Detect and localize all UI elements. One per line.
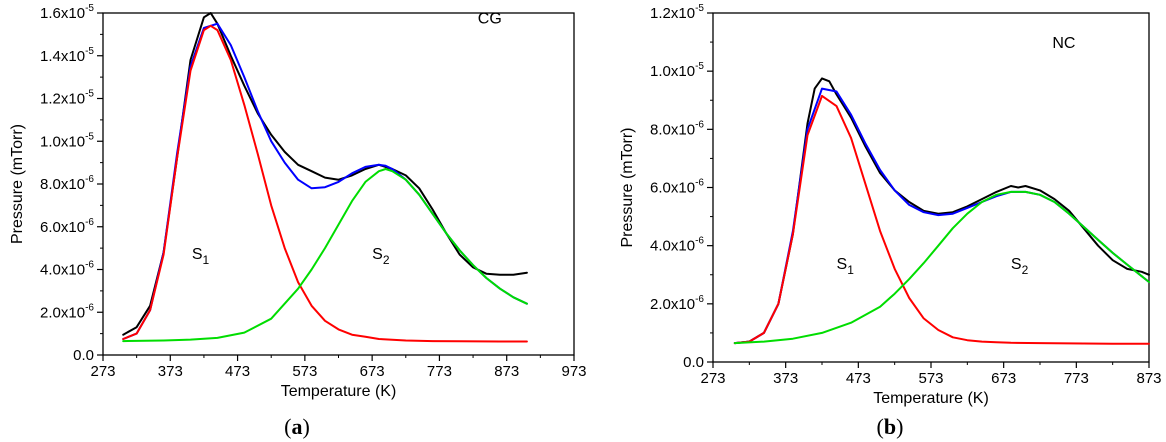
peak-s1-line [733, 94, 1150, 345]
x-tick-label: 573 [918, 370, 943, 387]
x-tick-label: 873 [494, 363, 519, 380]
peak-s1-line [122, 24, 528, 343]
x-tick-label: 973 [561, 363, 586, 380]
chart-panel-a: 273 373 473 573 673 773 873 973 0.0 2.0x10-6 4.0x1… [9, 3, 587, 439]
y-tick-label: 6.0x10-6 [650, 178, 704, 197]
x-tick-label: 273 [700, 370, 725, 387]
y-tick-label: 8.0x10-6 [40, 174, 94, 193]
peak-s2-line [733, 190, 1150, 345]
peak-label: S1 [837, 256, 855, 277]
peak-s2-line [122, 168, 528, 343]
x-tick-label: 273 [90, 363, 115, 380]
y-tick-label: 6.0x10-6 [40, 217, 94, 236]
chart-panel-b: 273 373 473 573 673 773 873 0.0 2.0x10-6 4.0x10-6… [619, 3, 1162, 439]
y-tick-label: 1.2x10-5 [650, 3, 704, 22]
fit-line [122, 22, 528, 340]
x-tick-label: 473 [846, 370, 871, 387]
measured-line [122, 12, 528, 336]
x-axis-title: Temperature (K) [873, 390, 989, 407]
peak-label: S2 [1011, 256, 1029, 277]
x-tick-label: 773 [1064, 370, 1089, 387]
x-tick-label: 373 [773, 370, 798, 387]
y-axis-title: Pressure (mTorr) [619, 127, 636, 247]
y-tick-label: 1.0x10-5 [40, 131, 94, 150]
x-tick-label: 673 [991, 370, 1016, 387]
x-tick-label: 873 [1136, 370, 1161, 387]
y-tick-label: 1.4x10-5 [40, 46, 94, 65]
y-tick-label: 1.2x10-5 [40, 89, 94, 108]
x-tick-label: 573 [292, 363, 317, 380]
sample-label: CG [478, 11, 502, 28]
x-tick-label: 673 [360, 363, 385, 380]
panel-label: (a) [284, 414, 310, 439]
y-tick-label: 4.0x10-6 [650, 236, 704, 255]
x-tick-label: 373 [158, 363, 183, 380]
y-tick-label: 8.0x10-6 [650, 119, 704, 138]
y-tick-label: 2.0x10-6 [40, 302, 94, 321]
x-tick-label: 773 [427, 363, 452, 380]
y-tick-label: 4.0x10-6 [40, 260, 94, 279]
x-axis-title: Temperature (K) [281, 383, 397, 400]
y-axis-title: Pressure (mTorr) [9, 124, 26, 244]
y-tick-label: 0.0 [683, 354, 704, 371]
peak-label: S2 [372, 246, 390, 267]
fit-line [733, 87, 1150, 345]
panel-label: (b) [877, 414, 904, 439]
x-tick-label: 473 [225, 363, 250, 380]
sample-label: NC [1052, 35, 1075, 52]
plot-frame [712, 12, 1150, 363]
y-tick-label: 1.0x10-5 [650, 61, 704, 80]
peak-label: S1 [192, 246, 210, 267]
y-tick-label: 0.0 [73, 347, 94, 364]
y-tick-label: 2.0x10-6 [650, 294, 704, 313]
y-tick-label: 1.6x10-5 [40, 3, 94, 22]
